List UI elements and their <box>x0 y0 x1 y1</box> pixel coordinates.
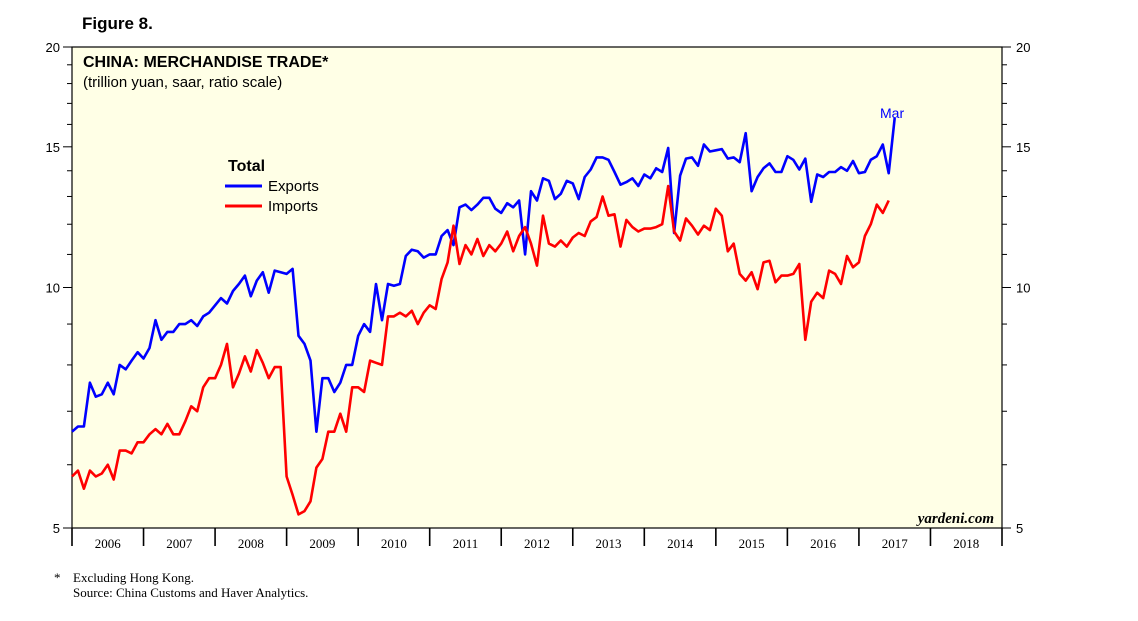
year-label: 2016 <box>810 536 837 551</box>
chart-title: CHINA: MERCHANDISE TRADE* <box>83 54 329 71</box>
right-tick-label: 15 <box>1016 140 1030 155</box>
series-exports-line <box>71 117 896 434</box>
legend-label-exports: Exports <box>268 178 319 195</box>
chart: 5 10 15 20 5 10 15 20 2006 2007 2008 2009 2010 2011… <box>46 40 1031 551</box>
series-imports-line <box>71 184 890 516</box>
series-lines <box>71 117 896 516</box>
figure-label: Figure 8. <box>82 14 153 33</box>
footnote-source: Source: China Customs and Haver Analytic… <box>73 585 309 600</box>
year-label: 2014 <box>667 536 694 551</box>
year-label: 2017 <box>882 536 909 551</box>
left-tick-label: 20 <box>46 40 60 55</box>
right-tick-label: 10 <box>1016 281 1030 296</box>
bottom-axis: 2006 2007 2008 2009 2010 2011 2012 2013 2014 2015… <box>71 528 1003 551</box>
legend-label-imports: Imports <box>268 198 318 215</box>
legend-title: Total <box>228 158 265 175</box>
year-label: 2007 <box>166 536 193 551</box>
annotation-mar: Mar <box>880 105 904 121</box>
plot-area <box>71 46 1003 529</box>
right-axis: 5 10 15 20 <box>1002 40 1030 536</box>
watermark: yardeni.com <box>916 511 994 527</box>
year-label: 2013 <box>596 536 622 551</box>
year-label: 2012 <box>524 536 550 551</box>
left-tick-label: 5 <box>53 521 60 536</box>
footnote-text: Excluding Hong Kong. <box>73 570 194 585</box>
year-label: 2015 <box>739 536 765 551</box>
right-tick-label: 5 <box>1016 521 1023 536</box>
year-label: 2010 <box>381 536 407 551</box>
year-label: 2011 <box>453 536 479 551</box>
year-label: 2008 <box>238 536 264 551</box>
right-tick-label: 20 <box>1016 40 1030 55</box>
left-tick-label: 15 <box>46 140 60 155</box>
chart-subtitle: (trillion yuan, saar, ratio scale) <box>83 74 282 91</box>
footnote: * Excluding Hong Kong. Source: China Cust… <box>54 570 308 600</box>
footnote-marker: * <box>54 570 61 585</box>
left-tick-label: 10 <box>46 281 60 296</box>
legend: Total Exports Imports <box>225 158 319 215</box>
year-label: 2018 <box>953 536 979 551</box>
left-axis: 5 10 15 20 <box>46 40 72 536</box>
year-label: 2009 <box>309 536 335 551</box>
year-label: 2006 <box>95 536 122 551</box>
